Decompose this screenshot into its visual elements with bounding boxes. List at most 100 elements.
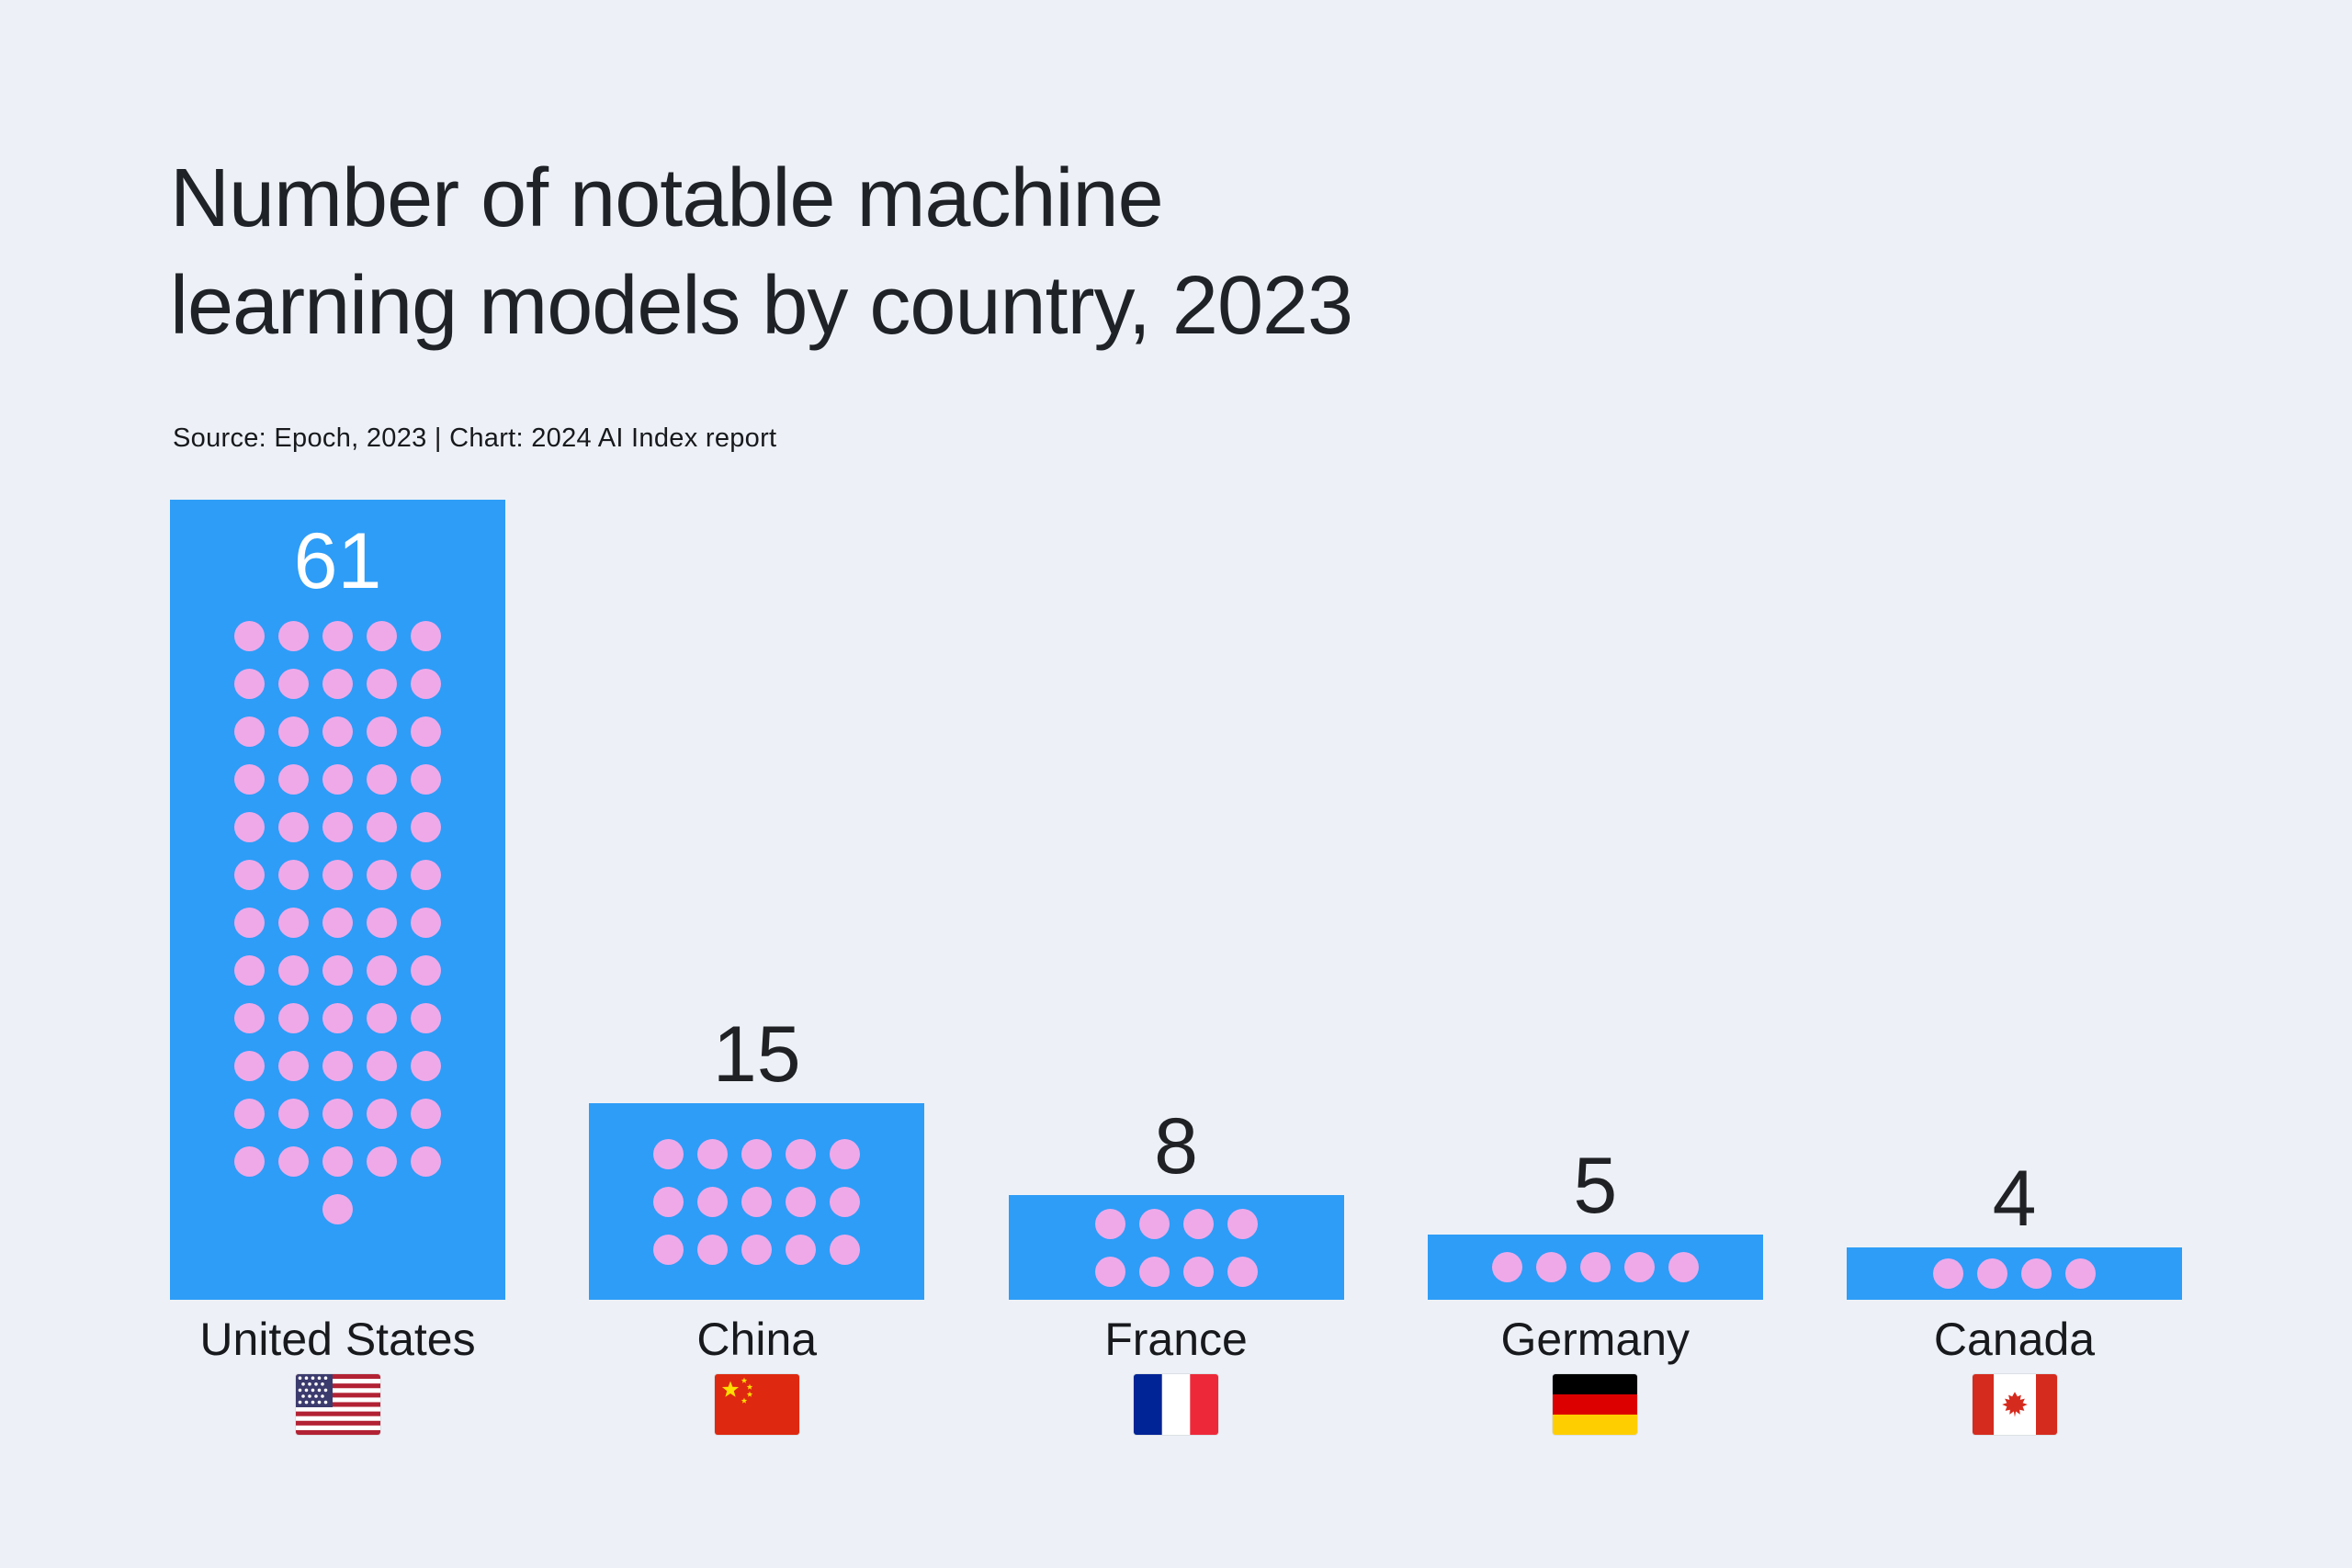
- flag-germany-icon: [1553, 1374, 1638, 1435]
- bar-canada: [1847, 1247, 2182, 1300]
- dot: [234, 621, 265, 651]
- dot: [653, 1138, 684, 1169]
- dot-row: [653, 1186, 861, 1217]
- dot: [1579, 1252, 1611, 1282]
- dot: [278, 669, 309, 699]
- dot: [1227, 1208, 1258, 1239]
- dot: [786, 1234, 817, 1265]
- dot: [278, 1003, 309, 1033]
- dot: [367, 1146, 397, 1177]
- dot: [278, 621, 309, 651]
- dot: [234, 716, 265, 747]
- dot: [1535, 1252, 1566, 1282]
- dot: [786, 1186, 817, 1217]
- dot: [322, 908, 353, 938]
- dot: [1227, 1256, 1258, 1287]
- dot-row: [653, 1234, 861, 1265]
- dot: [367, 812, 397, 842]
- dot: [322, 764, 353, 795]
- dot: [830, 1138, 861, 1169]
- dot: [322, 812, 353, 842]
- value-label-canada: 4: [1992, 1155, 2037, 1243]
- dot: [1977, 1258, 2007, 1289]
- dot-row: [234, 955, 441, 986]
- dot-row: [234, 764, 441, 795]
- dot: [1933, 1258, 1963, 1289]
- dot-row: [653, 1138, 861, 1169]
- dot: [278, 1051, 309, 1081]
- dot: [653, 1234, 684, 1265]
- dot: [278, 955, 309, 986]
- dot: [1623, 1252, 1655, 1282]
- dot: [367, 764, 397, 795]
- dot: [411, 716, 441, 747]
- dot: [367, 669, 397, 699]
- dot: [411, 621, 441, 651]
- dot: [830, 1234, 861, 1265]
- dot: [234, 1099, 265, 1129]
- dot: [367, 1051, 397, 1081]
- dot: [234, 764, 265, 795]
- bar-china: [589, 1103, 925, 1300]
- dot: [411, 1099, 441, 1129]
- dot: [367, 621, 397, 651]
- dot-row: [234, 621, 441, 651]
- chart-source: Source: Epoch, 2023 | Chart: 2024 AI Ind…: [173, 423, 777, 453]
- dot-row: [1094, 1208, 1258, 1239]
- bar-germany: [1427, 1235, 1763, 1300]
- country-label-germany: Germany: [1500, 1314, 1690, 1365]
- flag-china-icon: [714, 1374, 799, 1435]
- dot: [741, 1186, 773, 1217]
- dot: [697, 1186, 729, 1217]
- dot-row: [234, 812, 441, 842]
- dot-row: [234, 1003, 441, 1033]
- dot: [411, 1051, 441, 1081]
- country-column-china: 15 China: [589, 1015, 925, 1435]
- dot: [278, 716, 309, 747]
- dot-row: [1094, 1256, 1258, 1287]
- dot: [234, 1051, 265, 1081]
- dot-grid-germany: [1491, 1252, 1699, 1282]
- dot: [367, 860, 397, 890]
- dot: [411, 669, 441, 699]
- dot-row: [234, 1051, 441, 1081]
- flag-united-states-icon: [295, 1374, 380, 1435]
- country-column-united-states: 61 United States: [170, 500, 505, 1435]
- dot: [322, 1099, 353, 1129]
- dot: [234, 669, 265, 699]
- dot: [322, 860, 353, 890]
- dot: [322, 1146, 353, 1177]
- chart-title-line-1: Number of notable machine: [170, 152, 1164, 244]
- dot: [697, 1234, 729, 1265]
- dot: [1668, 1252, 1699, 1282]
- dot: [234, 812, 265, 842]
- dot: [322, 1003, 353, 1033]
- dot: [1182, 1256, 1214, 1287]
- bar-france: [1008, 1195, 1344, 1300]
- bars-row: 61 United States 15 China 8 France 5 Germany 4 Ca…: [170, 500, 2182, 1435]
- value-label-germany: 5: [1573, 1142, 1618, 1230]
- dot: [367, 908, 397, 938]
- dot: [1182, 1208, 1214, 1239]
- dot-row: [234, 716, 441, 747]
- dot: [786, 1138, 817, 1169]
- dot-row: [322, 1194, 353, 1224]
- bar-united-states: 61: [170, 500, 505, 1300]
- dot: [1491, 1252, 1522, 1282]
- chart-title-line-2: learning models by country, 2023: [170, 260, 1353, 352]
- dot: [234, 955, 265, 986]
- dot: [1094, 1208, 1125, 1239]
- country-column-france: 8 France: [1008, 1107, 1344, 1435]
- dot-grid-united-states: [234, 621, 441, 1224]
- dot: [278, 860, 309, 890]
- dot: [2021, 1258, 2052, 1289]
- flag-canada-icon: [1972, 1374, 2057, 1435]
- dot: [322, 1194, 353, 1224]
- chart-title: Number of notable machine learning model…: [170, 145, 1353, 360]
- dot: [278, 812, 309, 842]
- dot-row: [1933, 1258, 2096, 1289]
- dot: [278, 1146, 309, 1177]
- dot: [367, 1003, 397, 1033]
- dot: [411, 908, 441, 938]
- dot: [367, 955, 397, 986]
